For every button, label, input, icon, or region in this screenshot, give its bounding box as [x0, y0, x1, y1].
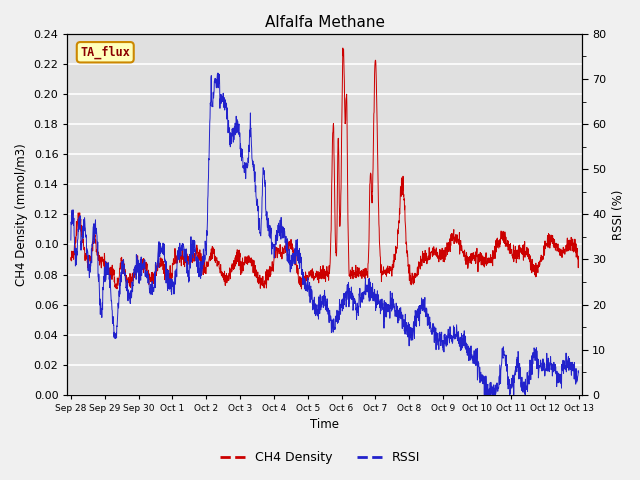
Y-axis label: RSSI (%): RSSI (%) — [612, 189, 625, 240]
Text: TA_flux: TA_flux — [80, 46, 130, 59]
Title: Alfalfa Methane: Alfalfa Methane — [265, 15, 385, 30]
Legend: CH4 Density, RSSI: CH4 Density, RSSI — [214, 446, 426, 469]
Y-axis label: CH4 Density (mmol/m3): CH4 Density (mmol/m3) — [15, 143, 28, 286]
X-axis label: Time: Time — [310, 419, 339, 432]
